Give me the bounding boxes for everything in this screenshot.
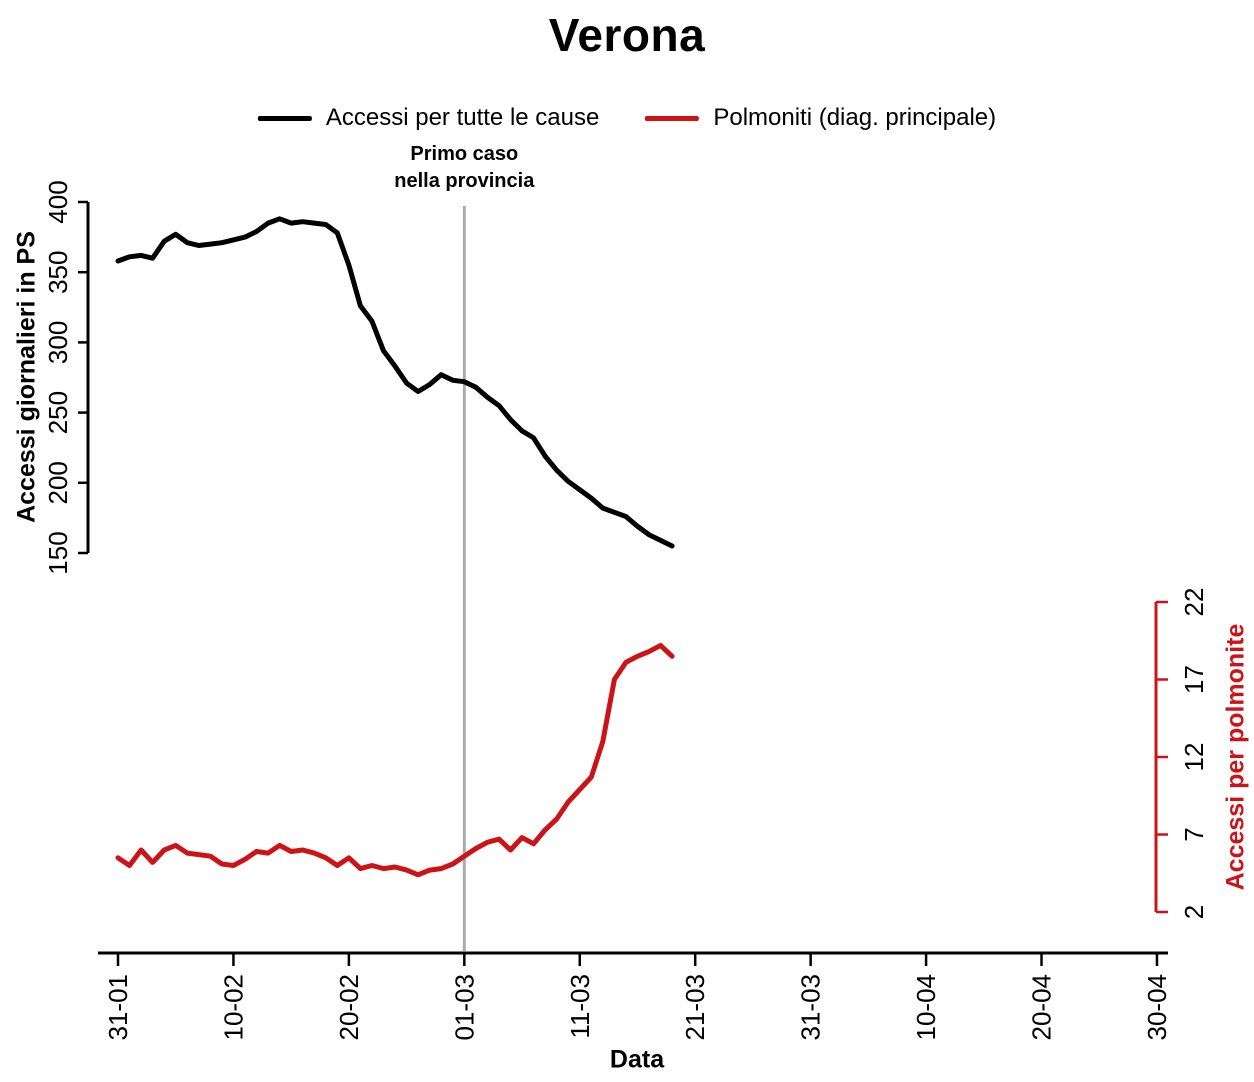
legend-label-all-causes: Accessi per tutte le cause bbox=[325, 104, 600, 131]
left-tick-label: 400 bbox=[43, 180, 73, 223]
right-tick-label: 17 bbox=[1179, 665, 1209, 694]
legend-label-pneumonia: Polmoniti (diag. principale) bbox=[713, 104, 997, 131]
left-tick-label: 250 bbox=[43, 391, 73, 434]
legend: Accessi per tutte le cause Polmoniti (di… bbox=[257, 104, 996, 132]
left-tick-label: 200 bbox=[43, 461, 73, 504]
left-tick-label: 150 bbox=[43, 531, 73, 574]
legend-item-pneumonia: Polmoniti (diag. principale) bbox=[645, 104, 996, 132]
annotation-line1: Primo caso bbox=[410, 143, 519, 165]
right-tick-label: 7 bbox=[1179, 827, 1209, 841]
x-tick-label: 10-04 bbox=[911, 974, 941, 1041]
series-line-all-causes bbox=[115, 216, 675, 549]
left-tick-label: 350 bbox=[43, 251, 73, 294]
legend-swatch-pneumonia bbox=[645, 115, 700, 121]
legend-swatch-all-causes bbox=[257, 115, 312, 121]
x-tick-label: 20-02 bbox=[334, 974, 364, 1041]
series-line-pneumonia bbox=[115, 642, 675, 878]
right-tick-label: 2 bbox=[1179, 905, 1209, 919]
x-tick-label: 20-04 bbox=[1027, 974, 1057, 1041]
x-axis-title: Data bbox=[609, 1045, 665, 1074]
chart-title: Verona bbox=[548, 9, 706, 61]
x-tick-label: 10-02 bbox=[218, 974, 248, 1041]
right-tick-label: 12 bbox=[1179, 743, 1209, 772]
left-axis-title: Accessi giornalieri in PS bbox=[12, 231, 41, 523]
x-tick-label: 31-03 bbox=[796, 974, 826, 1041]
x-tick-label: 11-03 bbox=[565, 974, 595, 1039]
annotation-line2: nella provincia bbox=[394, 170, 535, 192]
first-case-annotation: Primo caso nella provincia bbox=[394, 141, 534, 195]
legend-item-all-causes: Accessi per tutte le cause bbox=[257, 104, 600, 132]
x-tick-label: 31-01 bbox=[103, 974, 133, 1041]
x-tick-label: 30-04 bbox=[1142, 974, 1172, 1041]
x-tick-label: 21-03 bbox=[680, 974, 710, 1041]
x-tick-label: 01-03 bbox=[449, 974, 479, 1041]
right-tick-label: 22 bbox=[1179, 588, 1209, 617]
left-tick-label: 300 bbox=[43, 321, 73, 364]
right-axis-title: Accessi per polmonite bbox=[1221, 623, 1250, 891]
